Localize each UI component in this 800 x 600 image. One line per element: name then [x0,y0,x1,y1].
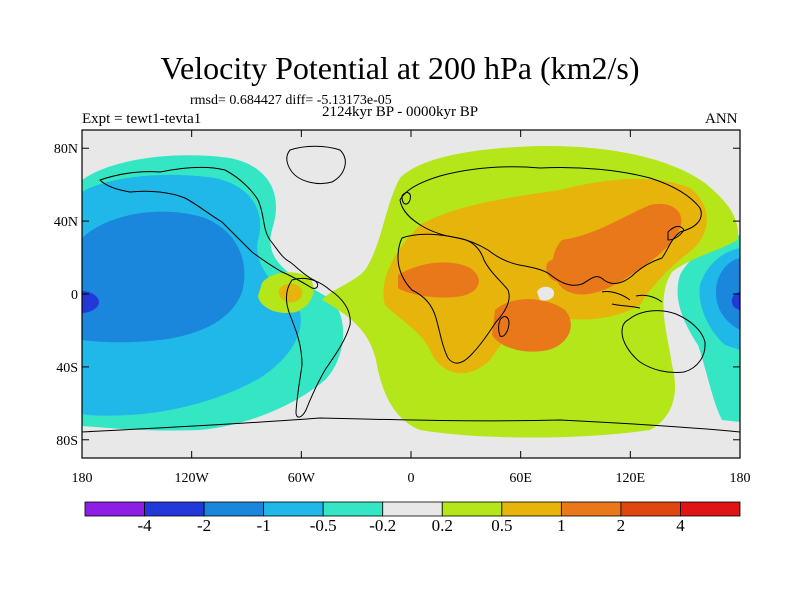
season-label: ANN [705,111,738,127]
colorbar-swatch [382,501,443,517]
colorbar-label: 4 [676,516,685,535]
lon-tick-label: 180 [730,471,751,486]
coast-indonesia [601,291,663,309]
coastlines [82,145,740,433]
lon-tick-label: 120E [616,471,646,486]
colorbar-label: -2 [196,516,212,535]
lat-tick-label: 40S [56,361,78,376]
colorbar-swatch [680,501,741,517]
contour-neg-1 [82,211,245,343]
colorbar-label: 0.2 [431,516,453,535]
lat-tick-label: 40N [54,215,78,230]
coast-antarctica [82,417,740,433]
colorbar-label: -1 [256,516,271,535]
lon-tick-label: 60E [509,471,532,486]
contour-fill [82,130,740,458]
lon-tick-label: 60W [288,471,316,486]
colorbar-label: -4 [137,516,152,535]
colorbar [84,501,741,517]
contour-neg-2-dateline-west [82,291,99,313]
coast-africa [397,233,510,364]
colorbar-swatch [84,501,145,517]
colorbar-label: 0.5 [491,516,513,535]
contour-zero-indian [537,286,555,301]
colorbar-label: -0.5 [309,516,337,535]
lat-tick-label: 0 [71,288,78,303]
contour-pos-1-main [552,203,682,295]
coast-uk [401,192,411,205]
colorbar-label: 1 [557,516,566,535]
coast-japan [667,225,685,241]
lat-tick-label: 80N [54,142,78,157]
experiment-label: Expt = tewt1-tevta1 [82,111,202,127]
contour-pos-1-india [546,258,576,282]
contour-pos-1-africa [398,262,479,298]
coast-eurasia [399,166,702,286]
contour-neg-1-east [715,258,740,330]
plot-title: Velocity Potential at 200 hPa (km2/s) [160,50,640,86]
lon-tick-label: 120W [175,471,210,486]
colorbar-swatch [263,501,324,517]
lat-tick-label: 80S [56,434,78,449]
latitude-axis: 80N 40N 0 40S 80S [54,142,740,449]
colorbar-swatch [203,501,265,517]
colorbar-swatch [560,501,622,517]
contour-neg-2-dateline-east [731,292,740,310]
colorbar-swatch [501,501,562,517]
period-label: 2124kyr BP - 0000kyr BP [322,104,479,120]
colorbar-swatch [322,501,384,517]
coast-north-america [99,166,319,289]
colorbar-swatch [144,501,205,517]
contour-pos-0.5-samerica [278,283,303,303]
coast-greenland [286,145,346,185]
lon-tick-label: 180 [72,471,93,486]
colorbar-label: 2 [616,516,626,535]
colorbar-swatch [441,501,503,517]
contour-pos-1-indian [492,299,571,352]
coast-australia [621,310,706,373]
colorbar-swatch [620,501,681,517]
coast-south-america [286,277,351,418]
colorbar-label: -0.2 [369,516,397,535]
stats-line: rmsd= 0.684427 diff= -5.13173e-05 [190,93,392,108]
longitude-axis: 180 120W 60W 0 60E 120E 180 [72,130,751,486]
lon-tick-label: 0 [408,471,415,486]
coast-madagascar [498,316,510,337]
